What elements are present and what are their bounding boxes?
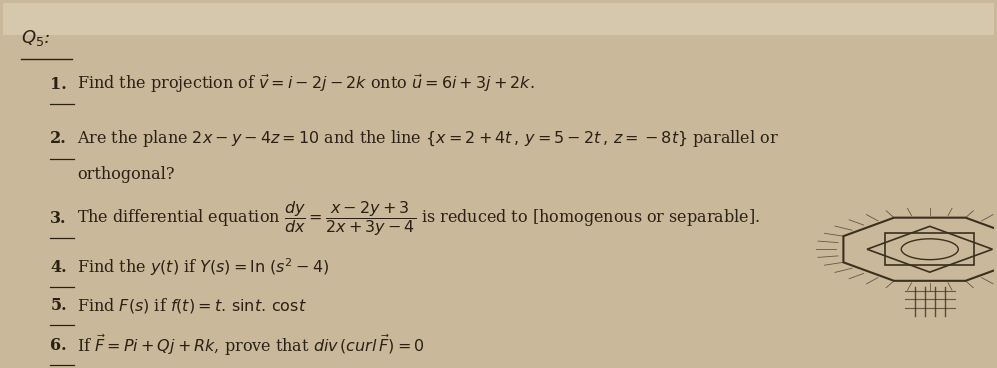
Text: Find the $y(t)$ if $Y(s) = \ln\,(s^2 - 4)$: Find the $y(t)$ if $Y(s) = \ln\,(s^2 - 4… [77, 256, 329, 278]
Text: orthogonal?: orthogonal? [77, 166, 174, 183]
Text: Are the plane $2x - y - 4z = 10$ and the line $\{x = 2 + 4t\,,\,y = 5 - 2t\,,\,z: Are the plane $2x - y - 4z = 10$ and the… [77, 128, 779, 149]
Text: 6.: 6. [51, 337, 67, 354]
Text: Find $F(s)$ if $f(t) = t.\,\mathrm{sin}t.\,\mathrm{cos}t$: Find $F(s)$ if $f(t) = t.\,\mathrm{sin}t… [77, 296, 307, 315]
Text: 5.: 5. [51, 297, 67, 314]
Text: 1.: 1. [51, 76, 67, 93]
Text: 2.: 2. [51, 130, 67, 147]
Text: 4.: 4. [51, 259, 67, 276]
Text: $Q_5$:: $Q_5$: [21, 28, 50, 48]
Text: The differential equation $\dfrac{dy}{dx} = \dfrac{x-2y+3}{2x+3y-4}$ is reduced : The differential equation $\dfrac{dy}{dx… [77, 199, 760, 238]
Text: Find the projection of $\vec{v} = i - 2j - 2k$ onto $\vec{u} = 6i + 3j + 2k$.: Find the projection of $\vec{v} = i - 2j… [77, 73, 534, 95]
Text: 3.: 3. [51, 210, 67, 227]
FancyBboxPatch shape [3, 3, 994, 35]
Text: If $\vec{F} = Pi + Qj + Rk$, prove that $div\,(curl\,\vec{F}) = 0$: If $\vec{F} = Pi + Qj + Rk$, prove that … [77, 333, 425, 358]
